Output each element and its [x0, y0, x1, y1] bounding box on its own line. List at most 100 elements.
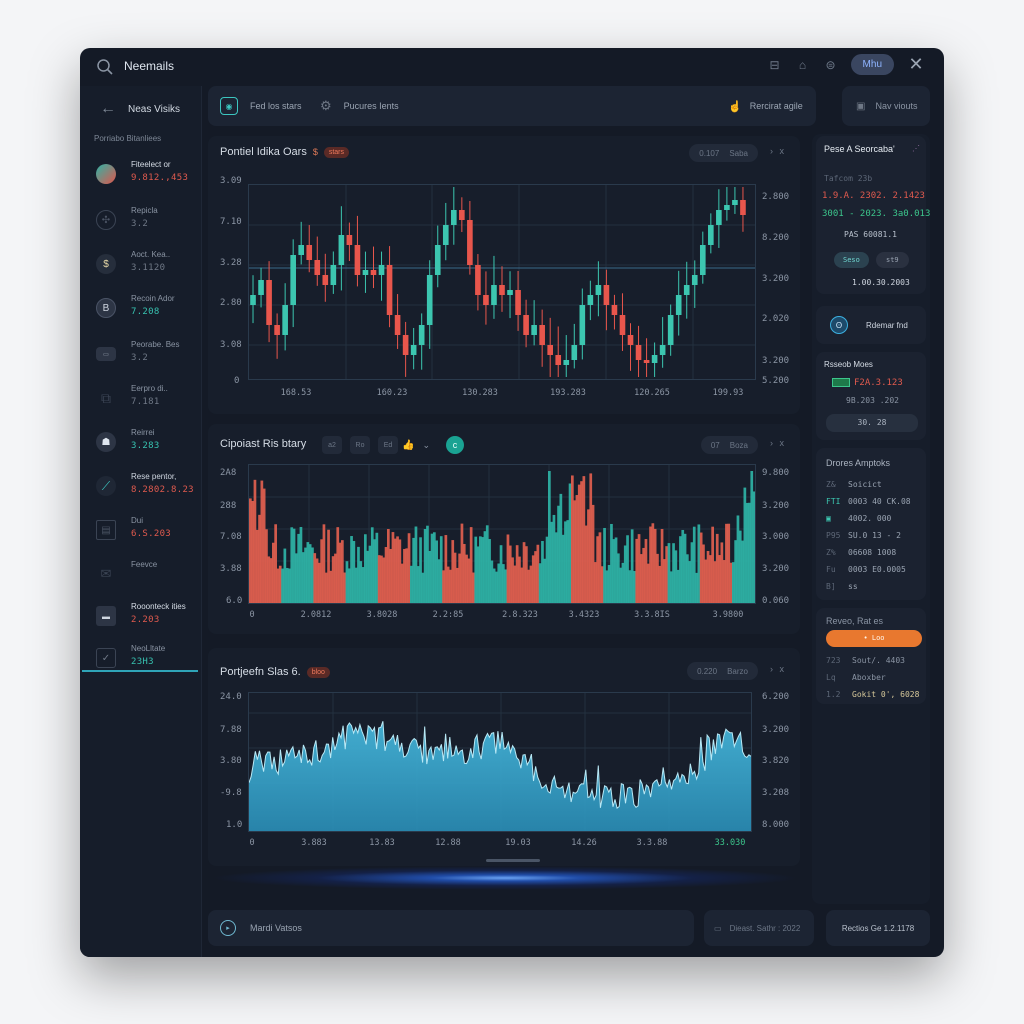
range-toggle[interactable]: 0.220 Barzo — [687, 662, 758, 680]
new-views-button[interactable]: ▣ Nav viouts — [842, 86, 930, 126]
gear-icon: ⚙ — [320, 98, 332, 113]
pictures-button[interactable]: ⚙ Pucures Ients — [320, 98, 399, 113]
detail-value: SU.0 13 - 2 — [848, 531, 901, 540]
detail-key: P95 — [826, 531, 841, 540]
puzzle-icon: ⧉ — [101, 389, 111, 406]
sidebar: ← Neas Visiks Porriabo Bitanliees Fiteel… — [80, 86, 202, 957]
status-badge: stars — [323, 146, 350, 158]
detail-key: Z& — [826, 480, 836, 489]
bar-plot[interactable] — [248, 464, 756, 604]
square-icon: ◉ — [220, 97, 238, 115]
panel-nav[interactable]: › x — [770, 146, 786, 156]
candlestick-panel: Pontiel Idika Oars $ stars 0.107 Saba › … — [208, 136, 800, 414]
toolbar: ◉ Fed los stars ⚙ Pucures Ients ☝ Rercir… — [208, 86, 816, 126]
sidebar-item[interactable]: B Recoin Ador 7.208 — [80, 292, 202, 334]
search-icon[interactable] — [96, 58, 114, 76]
detail-key: ▣ — [826, 514, 831, 523]
detail-key: B] — [826, 582, 836, 591]
range-toggle[interactable]: 0.107 Saba — [689, 144, 758, 162]
seso-button[interactable]: Seso — [834, 252, 869, 268]
play-icon: ▸ — [220, 920, 236, 936]
orange-action-button[interactable]: • Loo — [826, 630, 922, 647]
refresh-icon[interactable]: c — [446, 436, 464, 454]
detail-value: Soicict — [848, 480, 882, 489]
sidebar-item[interactable]: ▭ Peorabe. Bes 3.2 — [80, 338, 202, 380]
sidebar-item[interactable]: ⟋ Rese pentor, 8.2802.8.23 — [80, 470, 202, 512]
range-toggle[interactable]: 07 Boza — [700, 436, 758, 454]
panel-nav[interactable]: › x — [770, 664, 786, 674]
panel-title: Cipoiast Ris btary — [220, 438, 307, 450]
thumbs-up-icon[interactable]: 👍 — [402, 439, 415, 451]
hand-icon: ☝ — [728, 100, 742, 113]
panel-title: Pontiel Idika Oars — [220, 146, 307, 158]
calendar-icon: ▭ — [714, 923, 722, 933]
area-plot[interactable] — [248, 692, 752, 832]
arrow-left-icon: ← — [100, 100, 116, 117]
review-card: Reveo, Rat es • Loo 723 Sout/. 4403 Lq A… — [816, 608, 926, 704]
detail-value: 06608 1008 — [848, 548, 897, 557]
sidebar-item[interactable]: ✓ NeoLltate 23H3 — [80, 642, 202, 684]
radar-card[interactable]: ʘ Rdemar fnd — [816, 306, 926, 344]
envelope-chart-icon: ✉ — [100, 566, 112, 581]
sidebar-item[interactable]: ⧉ Eerpro di.. 7.181 — [80, 382, 202, 424]
avatar-icon — [96, 164, 116, 184]
app-title: Neemails — [124, 59, 175, 73]
bottom-status-bar[interactable]: ▸ Mardi Vatsos — [208, 910, 694, 946]
sidebar-item[interactable]: $ Aoct. Kea.. 3.1120 — [80, 248, 202, 290]
feed-stars-button[interactable]: ◉ Fed los stars — [220, 86, 302, 126]
dollar-coin-icon: $ — [96, 254, 116, 274]
app-window: Neemails ⊟ ⌂ ⊜ Mhu ✕ ← Neas Visiks Porri… — [80, 48, 944, 957]
glow-divider — [210, 866, 800, 890]
detail-value: 0003 E0.0005 — [848, 565, 906, 574]
summary-card: Pese A Seorcaba' ⋰ Tafcom 23b 1.9.A. 230… — [816, 136, 930, 294]
close-icon[interactable]: ✕ — [908, 54, 924, 74]
panel-nav[interactable]: › x — [770, 438, 786, 448]
card-icon: ▭ — [96, 347, 116, 361]
sidebar-title: Neas Visiks — [128, 103, 181, 115]
resize-handle[interactable] — [486, 859, 540, 862]
status-badge: bloo — [306, 666, 330, 678]
active-indicator — [82, 670, 198, 672]
sidebar-item[interactable]: ☗ Reirrei 3.283 — [80, 426, 202, 468]
chevron-down-icon[interactable]: ⌄ — [422, 439, 430, 450]
detail-value: ss — [848, 582, 858, 591]
toggle-a2[interactable]: a2 — [322, 436, 342, 454]
check-chart-icon: ✓ — [96, 648, 116, 668]
detail-key: Fu — [826, 565, 836, 574]
st9-button[interactable]: st9 — [876, 252, 909, 268]
radar-icon: ʘ — [830, 316, 848, 334]
recirat-button[interactable]: ☝ Rercirat agile — [728, 100, 803, 113]
sidebar-item[interactable]: Fiteelect or 9.812.,453 — [80, 158, 202, 200]
sidebar-item[interactable]: ▬ Rooonteck ities 2.203 — [80, 600, 202, 642]
robot-icon[interactable]: ⊜ — [825, 57, 836, 72]
candlestick-plot[interactable] — [248, 184, 756, 380]
detail-key: Z% — [826, 548, 836, 557]
title-bar: Neemails ⊟ ⌂ ⊜ Mhu ✕ — [80, 48, 944, 86]
sidebar-section-title: Porriabo Bitanliees — [94, 134, 162, 143]
area-chart-panel: Portjeefn Slas 6. bloo 0.220 Barzo › x 2… — [208, 648, 800, 866]
details-card: Drores Amptoks Z& Soicict FTI 0003 40 CK.08… — [816, 448, 926, 600]
toggle-ro[interactable]: Ro — [350, 436, 370, 454]
panel-title: Portjeefn Slas 6. — [220, 666, 301, 678]
detail-value: 0003 40 CK.08 — [848, 497, 911, 506]
car-icon[interactable]: ⊟ — [769, 57, 780, 72]
image-icon: ▣ — [856, 100, 866, 112]
sidebar-item[interactable]: ✉ Feevce — [80, 558, 202, 600]
keyboard-icon: ▬ — [96, 606, 116, 626]
currency-coin-icon: B — [96, 298, 116, 318]
value-button[interactable]: 30. 28 — [826, 414, 918, 432]
detail-value: 4002. 000 — [848, 514, 892, 523]
user-pill-button[interactable]: Mhu — [850, 54, 894, 75]
right-panel: Pese A Seorcaba' ⋰ Tafcom 23b 1.9.A. 230… — [812, 134, 930, 904]
brain-icon: ✣ — [96, 210, 116, 230]
sidebar-item[interactable]: ▤ Dui 6.S.203 — [80, 514, 202, 556]
phone-icon[interactable]: ⌂ — [798, 57, 807, 72]
history-bar-panel: Cipoiast Ris btary a2 Ro Ed 👍 ⌄ c 07 Boz… — [208, 424, 800, 634]
sidebar-item[interactable]: ✣ Repicla 3.2 — [80, 204, 202, 246]
bottom-rectios-button[interactable]: Rectios Ge 1.2.1178 — [826, 910, 930, 946]
bottom-date-button[interactable]: ▭ Dieast. Sathr : 2022 — [704, 910, 814, 946]
settings-icon[interactable]: ⋰ — [912, 144, 920, 153]
back-button[interactable]: ← Neas Visiks — [80, 92, 202, 126]
toggle-ed[interactable]: Ed — [378, 436, 398, 454]
chart-box-icon: ▤ — [96, 520, 116, 540]
